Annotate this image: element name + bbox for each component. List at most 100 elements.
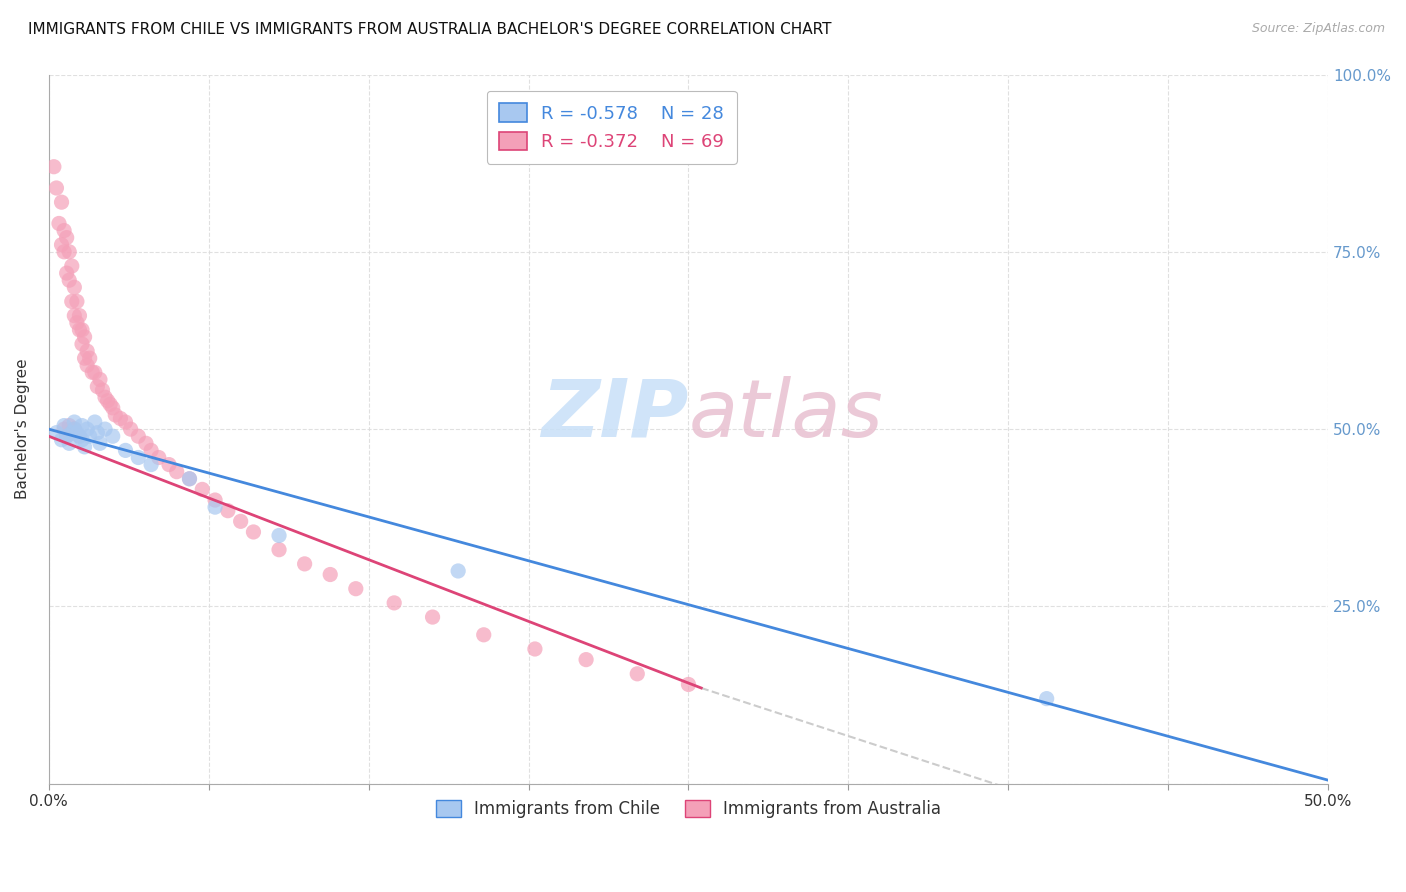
Point — [58, 244, 80, 259]
Point — [70, 433, 93, 447]
Point — [204, 493, 226, 508]
Point — [472, 628, 495, 642]
Point — [382, 596, 405, 610]
Point — [148, 450, 170, 465]
Point — [83, 365, 105, 379]
Point — [139, 458, 162, 472]
Text: Source: ZipAtlas.com: Source: ZipAtlas.com — [1251, 22, 1385, 36]
Point — [76, 359, 98, 373]
Point — [60, 425, 83, 440]
Point — [53, 244, 76, 259]
Point — [114, 443, 136, 458]
Point — [73, 330, 96, 344]
Point — [53, 223, 76, 237]
Point — [101, 401, 124, 415]
Point — [55, 230, 77, 244]
Point — [135, 436, 157, 450]
Point — [79, 429, 101, 443]
Point — [70, 418, 93, 433]
Y-axis label: Bachelor's Degree: Bachelor's Degree — [15, 359, 30, 500]
Point — [48, 217, 70, 231]
Point — [422, 610, 444, 624]
Point — [76, 344, 98, 359]
Point — [447, 564, 470, 578]
Point — [60, 259, 83, 273]
Point — [69, 309, 91, 323]
Point — [76, 422, 98, 436]
Point — [58, 273, 80, 287]
Point — [294, 557, 316, 571]
Text: IMMIGRANTS FROM CHILE VS IMMIGRANTS FROM AUSTRALIA BACHELOR'S DEGREE CORRELATION: IMMIGRANTS FROM CHILE VS IMMIGRANTS FROM… — [28, 22, 831, 37]
Point — [66, 425, 89, 440]
Point — [66, 316, 89, 330]
Point — [114, 415, 136, 429]
Point — [58, 436, 80, 450]
Point — [42, 160, 65, 174]
Point — [89, 436, 111, 450]
Point — [217, 504, 239, 518]
Point — [53, 422, 76, 436]
Point — [73, 351, 96, 366]
Point — [63, 309, 86, 323]
Point — [45, 425, 67, 440]
Point — [166, 465, 188, 479]
Point — [55, 429, 77, 443]
Point — [267, 528, 290, 542]
Point — [91, 383, 114, 397]
Point — [55, 429, 77, 443]
Point — [89, 372, 111, 386]
Point — [45, 181, 67, 195]
Point — [267, 542, 290, 557]
Point — [53, 418, 76, 433]
Point — [86, 379, 108, 393]
Point — [63, 280, 86, 294]
Point — [110, 411, 132, 425]
Point — [63, 415, 86, 429]
Point — [51, 195, 73, 210]
Point — [523, 642, 546, 657]
Point — [97, 393, 120, 408]
Point — [179, 472, 201, 486]
Point — [1035, 691, 1057, 706]
Point — [70, 337, 93, 351]
Point — [575, 652, 598, 666]
Point — [104, 408, 127, 422]
Point — [678, 677, 700, 691]
Point — [86, 425, 108, 440]
Point — [82, 365, 104, 379]
Point — [94, 422, 117, 436]
Point — [55, 266, 77, 280]
Point — [101, 429, 124, 443]
Text: ZIP: ZIP — [541, 376, 689, 454]
Point — [191, 483, 214, 497]
Point — [626, 666, 648, 681]
Point — [127, 429, 149, 443]
Point — [66, 294, 89, 309]
Point — [51, 237, 73, 252]
Point — [58, 418, 80, 433]
Point — [229, 514, 252, 528]
Point — [69, 323, 91, 337]
Point — [63, 422, 86, 436]
Point — [69, 429, 91, 443]
Legend: Immigrants from Chile, Immigrants from Australia: Immigrants from Chile, Immigrants from A… — [429, 794, 948, 825]
Point — [120, 422, 142, 436]
Point — [51, 433, 73, 447]
Point — [94, 390, 117, 404]
Point — [70, 323, 93, 337]
Point — [73, 440, 96, 454]
Point — [79, 351, 101, 366]
Point — [179, 472, 201, 486]
Point — [63, 422, 86, 436]
Point — [204, 500, 226, 515]
Point — [60, 294, 83, 309]
Point — [69, 429, 91, 443]
Point — [319, 567, 342, 582]
Point — [60, 425, 83, 440]
Point — [127, 450, 149, 465]
Point — [157, 458, 180, 472]
Point — [63, 422, 86, 436]
Point — [242, 524, 264, 539]
Point — [139, 443, 162, 458]
Point — [83, 415, 105, 429]
